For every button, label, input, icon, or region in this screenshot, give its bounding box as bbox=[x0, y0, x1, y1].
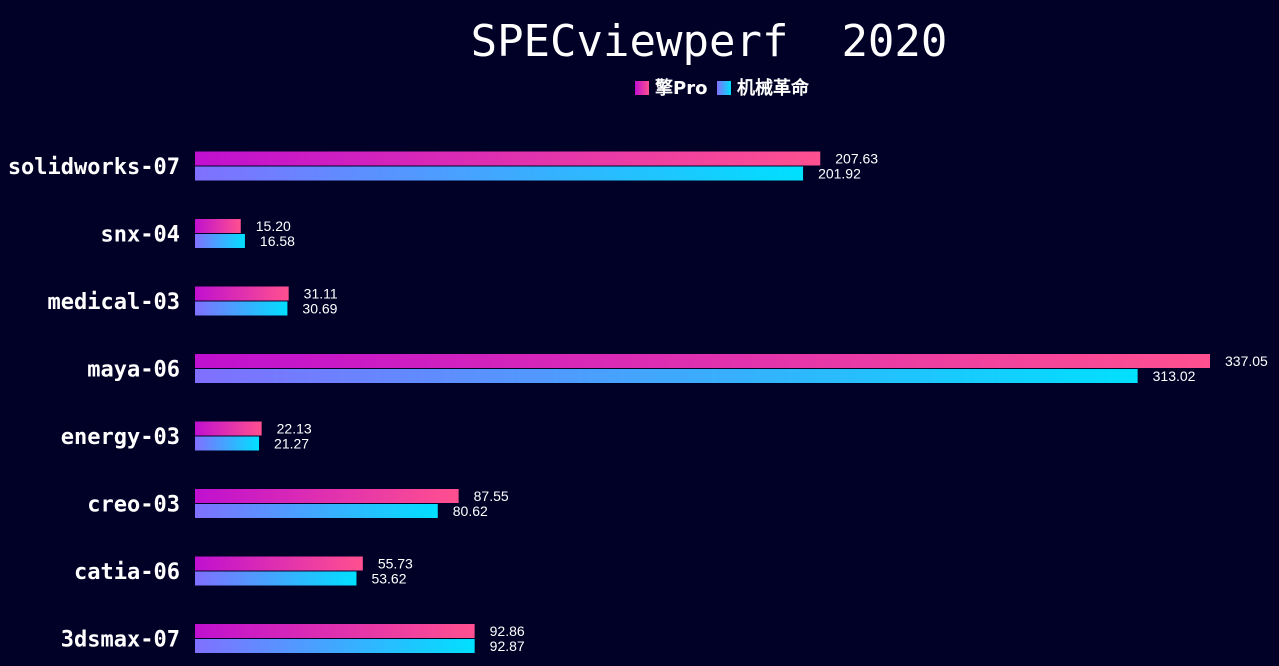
data-label-series-2: 92.87 bbox=[490, 638, 525, 654]
data-label-series-1: 22.13 bbox=[277, 421, 312, 437]
data-label-series-1: 207.63 bbox=[835, 151, 878, 167]
bar-series-2 bbox=[195, 166, 804, 181]
bar-series-1 bbox=[195, 151, 821, 166]
data-label-series-2: 16.58 bbox=[260, 233, 295, 249]
data-label-series-2: 80.62 bbox=[453, 503, 488, 519]
category-label: medical-03 bbox=[48, 290, 180, 315]
data-label-series-1: 55.73 bbox=[378, 556, 413, 572]
bar-series-2 bbox=[195, 571, 357, 586]
bar-series-2 bbox=[195, 436, 260, 451]
data-label-series-1: 31.11 bbox=[304, 286, 338, 302]
data-label-series-1: 87.55 bbox=[474, 488, 509, 504]
category-label: maya-06 bbox=[87, 358, 180, 383]
legend: 擎Pro 机械革命 bbox=[635, 77, 810, 99]
bar-series-1 bbox=[195, 556, 363, 571]
bar-series-2 bbox=[195, 301, 288, 316]
data-label-series-2: 30.69 bbox=[302, 301, 337, 317]
bar-series-1 bbox=[195, 489, 459, 503]
category-label: energy-03 bbox=[61, 425, 180, 450]
data-label-series-2: 21.27 bbox=[274, 436, 309, 452]
bar-series-2 bbox=[195, 639, 475, 653]
chart-title: SPECviewperf 2020 bbox=[471, 16, 948, 67]
category-label: creo-03 bbox=[87, 493, 180, 518]
bar-series-1 bbox=[195, 219, 241, 233]
bar-series-2 bbox=[195, 369, 1138, 383]
bar-series-1 bbox=[195, 421, 262, 436]
data-label-series-1: 92.86 bbox=[490, 623, 525, 639]
data-label-series-2: 201.92 bbox=[818, 166, 861, 182]
legend-swatch-series-2 bbox=[717, 81, 731, 95]
legend-swatch-series-1 bbox=[635, 81, 649, 95]
data-label-series-2: 313.02 bbox=[1153, 368, 1196, 384]
category-label: solidworks-07 bbox=[8, 155, 180, 180]
legend-label-series-2: 机械革命 bbox=[737, 77, 810, 99]
category-label: catia-06 bbox=[74, 560, 180, 585]
bar-series-1 bbox=[195, 354, 1210, 368]
category-label: snx-04 bbox=[101, 223, 180, 248]
bar-series-1 bbox=[195, 286, 289, 301]
data-label-series-1: 337.05 bbox=[1225, 353, 1268, 369]
legend-label-series-1: 擎Pro bbox=[655, 77, 707, 99]
data-label-series-2: 53.62 bbox=[371, 571, 406, 587]
data-label-series-1: 15.20 bbox=[256, 218, 291, 234]
category-label: 3dsmax-07 bbox=[61, 628, 180, 653]
bar-series-2 bbox=[195, 234, 245, 248]
bar-series-1 bbox=[195, 624, 475, 638]
bar-series-2 bbox=[195, 504, 438, 518]
